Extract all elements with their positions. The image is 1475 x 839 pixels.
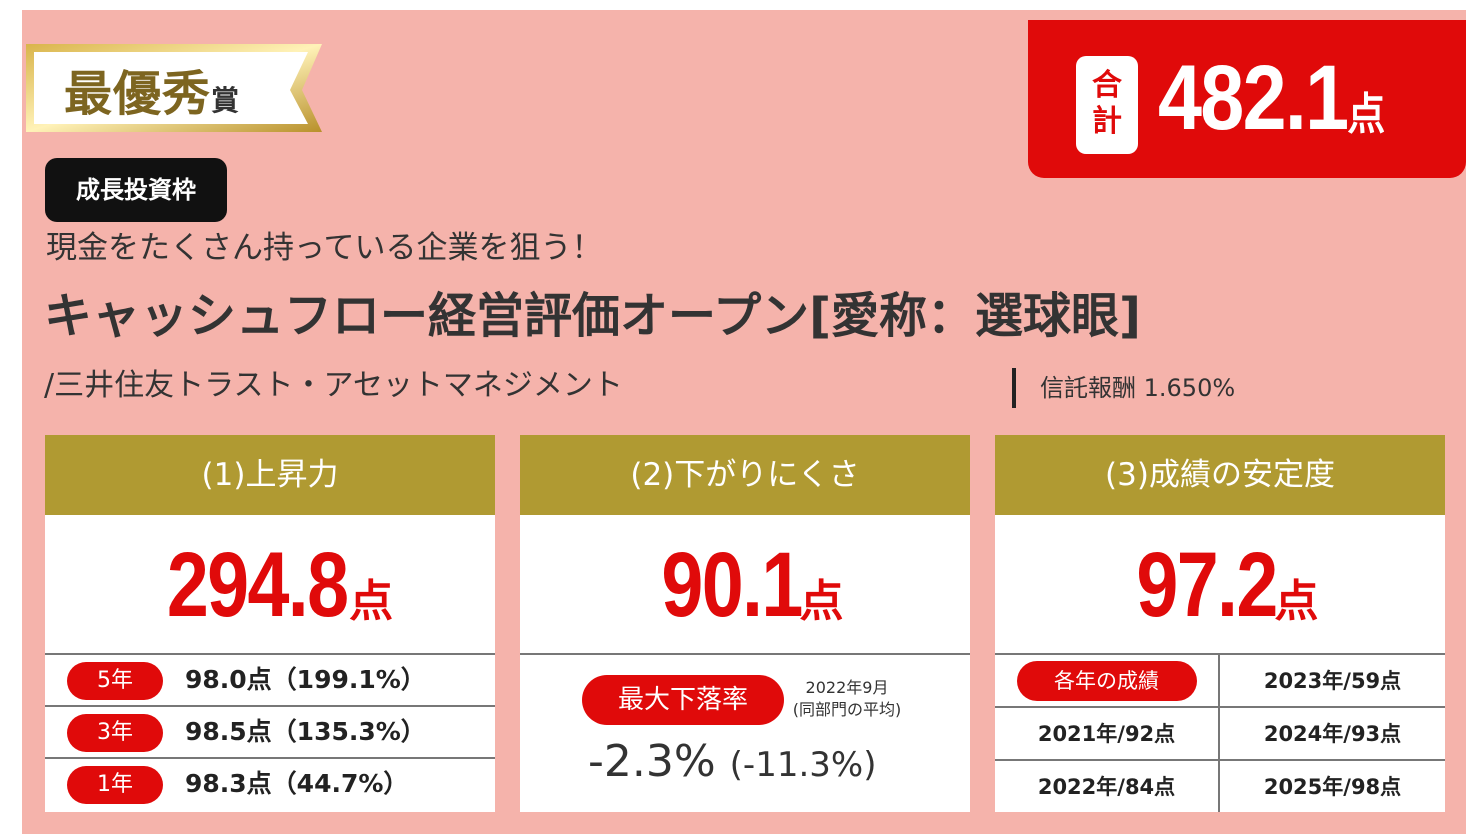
panel-rise-score-unit: 点 bbox=[349, 577, 394, 626]
yearly-cell: 2023年/59点 bbox=[1220, 655, 1445, 708]
drawdown-average-value: (-11.3%) bbox=[729, 745, 877, 785]
period-value: 98.0点（199.1%） bbox=[185, 665, 426, 694]
panel-stability-score-number: 97.2 bbox=[1136, 534, 1279, 636]
fund-subtitle: 現金をたくさん持っている企業を狙う！ bbox=[46, 230, 603, 266]
yearly-results-grid: 各年の成績 2023年/59点 2021年/92点 2024年/93点 2022… bbox=[995, 655, 1445, 812]
fee-divider bbox=[1012, 368, 1016, 408]
panel-resilience-score-number: 90.1 bbox=[661, 534, 804, 636]
award-badge: 最優秀賞 bbox=[26, 40, 326, 136]
yearly-cell: 2025年/98点 bbox=[1263, 775, 1402, 799]
panel-resilience-score-unit: 点 bbox=[799, 577, 844, 626]
total-unit: 点 bbox=[1347, 90, 1386, 139]
total-label-top: 合 bbox=[1092, 68, 1122, 103]
period-pill: 5年 bbox=[67, 662, 163, 700]
period-value: 98.3点（44.7%） bbox=[185, 769, 409, 798]
panel-rise-title: (1)上昇力 bbox=[45, 435, 495, 515]
period-value: 98.5点（135.3%） bbox=[185, 717, 426, 746]
panel-stability-score-unit: 点 bbox=[1274, 577, 1319, 626]
yearly-cell: 2024年/93点 bbox=[1220, 708, 1445, 761]
max-drawdown-pill: 最大下落率 bbox=[582, 675, 784, 725]
yearly-results-pill: 各年の成績 bbox=[1016, 661, 1197, 701]
yearly-header-cell: 各年の成績 bbox=[995, 655, 1220, 708]
total-score-box: 合 計 482.1点 bbox=[1028, 20, 1466, 178]
total-number: 482.1 bbox=[1158, 47, 1349, 149]
panel-rise: (1)上昇力 294.8点 5年 98.0点（199.1%） 3年 98.5点（… bbox=[45, 435, 495, 812]
drawdown-note: 2022年9月 (同部門の平均) bbox=[782, 677, 912, 721]
period-row: 3年 98.5点（135.3%） bbox=[45, 707, 495, 759]
panel-resilience-title: (2)下がりにくさ bbox=[520, 435, 970, 515]
panel-stability-title: (3)成績の安定度 bbox=[995, 435, 1445, 515]
drawdown-average-note: (同部門の平均) bbox=[792, 700, 902, 719]
period-row: 1年 98.3点（44.7%） bbox=[45, 759, 495, 811]
drawdown-fund-value: -2.3% bbox=[588, 736, 716, 787]
management-company: /三井住友トラスト・アセットマネジメント bbox=[44, 368, 623, 403]
panel-stability-score: 97.2点 bbox=[995, 515, 1445, 655]
award-suffix-text: 賞 bbox=[211, 84, 241, 117]
period-pill: 3年 bbox=[67, 714, 163, 752]
panel-stability: (3)成績の安定度 97.2点 各年の成績 2023年/59点 2021年/92… bbox=[995, 435, 1445, 812]
trust-fee: 信託報酬 1.650% bbox=[1040, 374, 1236, 402]
period-row: 5年 98.0点（199.1%） bbox=[45, 655, 495, 707]
period-rows: 5年 98.0点（199.1%） 3年 98.5点（135.3%） 1年 98.… bbox=[45, 655, 495, 811]
total-label: 合 計 bbox=[1076, 56, 1138, 154]
yearly-cell: 2021年/92点 bbox=[995, 708, 1220, 761]
category-tag: 成長投資枠 bbox=[45, 158, 227, 222]
fund-name: キャッシュフロー経営評価オープン[愛称：選球眼] bbox=[44, 288, 1141, 344]
total-label-bottom: 計 bbox=[1092, 104, 1122, 139]
panel-rise-score: 294.8点 bbox=[45, 515, 495, 655]
yearly-cell: 2022年/84点 bbox=[995, 761, 1220, 812]
panel-resilience-score: 90.1点 bbox=[520, 515, 970, 655]
panel-rise-score-number: 294.8 bbox=[166, 534, 349, 636]
total-value: 482.1点 bbox=[1158, 48, 1385, 165]
drawdown-date: 2022年9月 bbox=[805, 678, 889, 697]
panel-resilience: (2)下がりにくさ 90.1点 最大下落率 2022年9月 (同部門の平均) -… bbox=[520, 435, 970, 812]
period-pill: 1年 bbox=[67, 766, 163, 804]
award-ribbon-icon bbox=[26, 44, 322, 132]
award-title: 最優秀賞 bbox=[64, 64, 240, 131]
award-main-text: 最優秀 bbox=[64, 66, 212, 122]
drawdown-value: -2.3% (-11.3%) bbox=[588, 731, 876, 796]
